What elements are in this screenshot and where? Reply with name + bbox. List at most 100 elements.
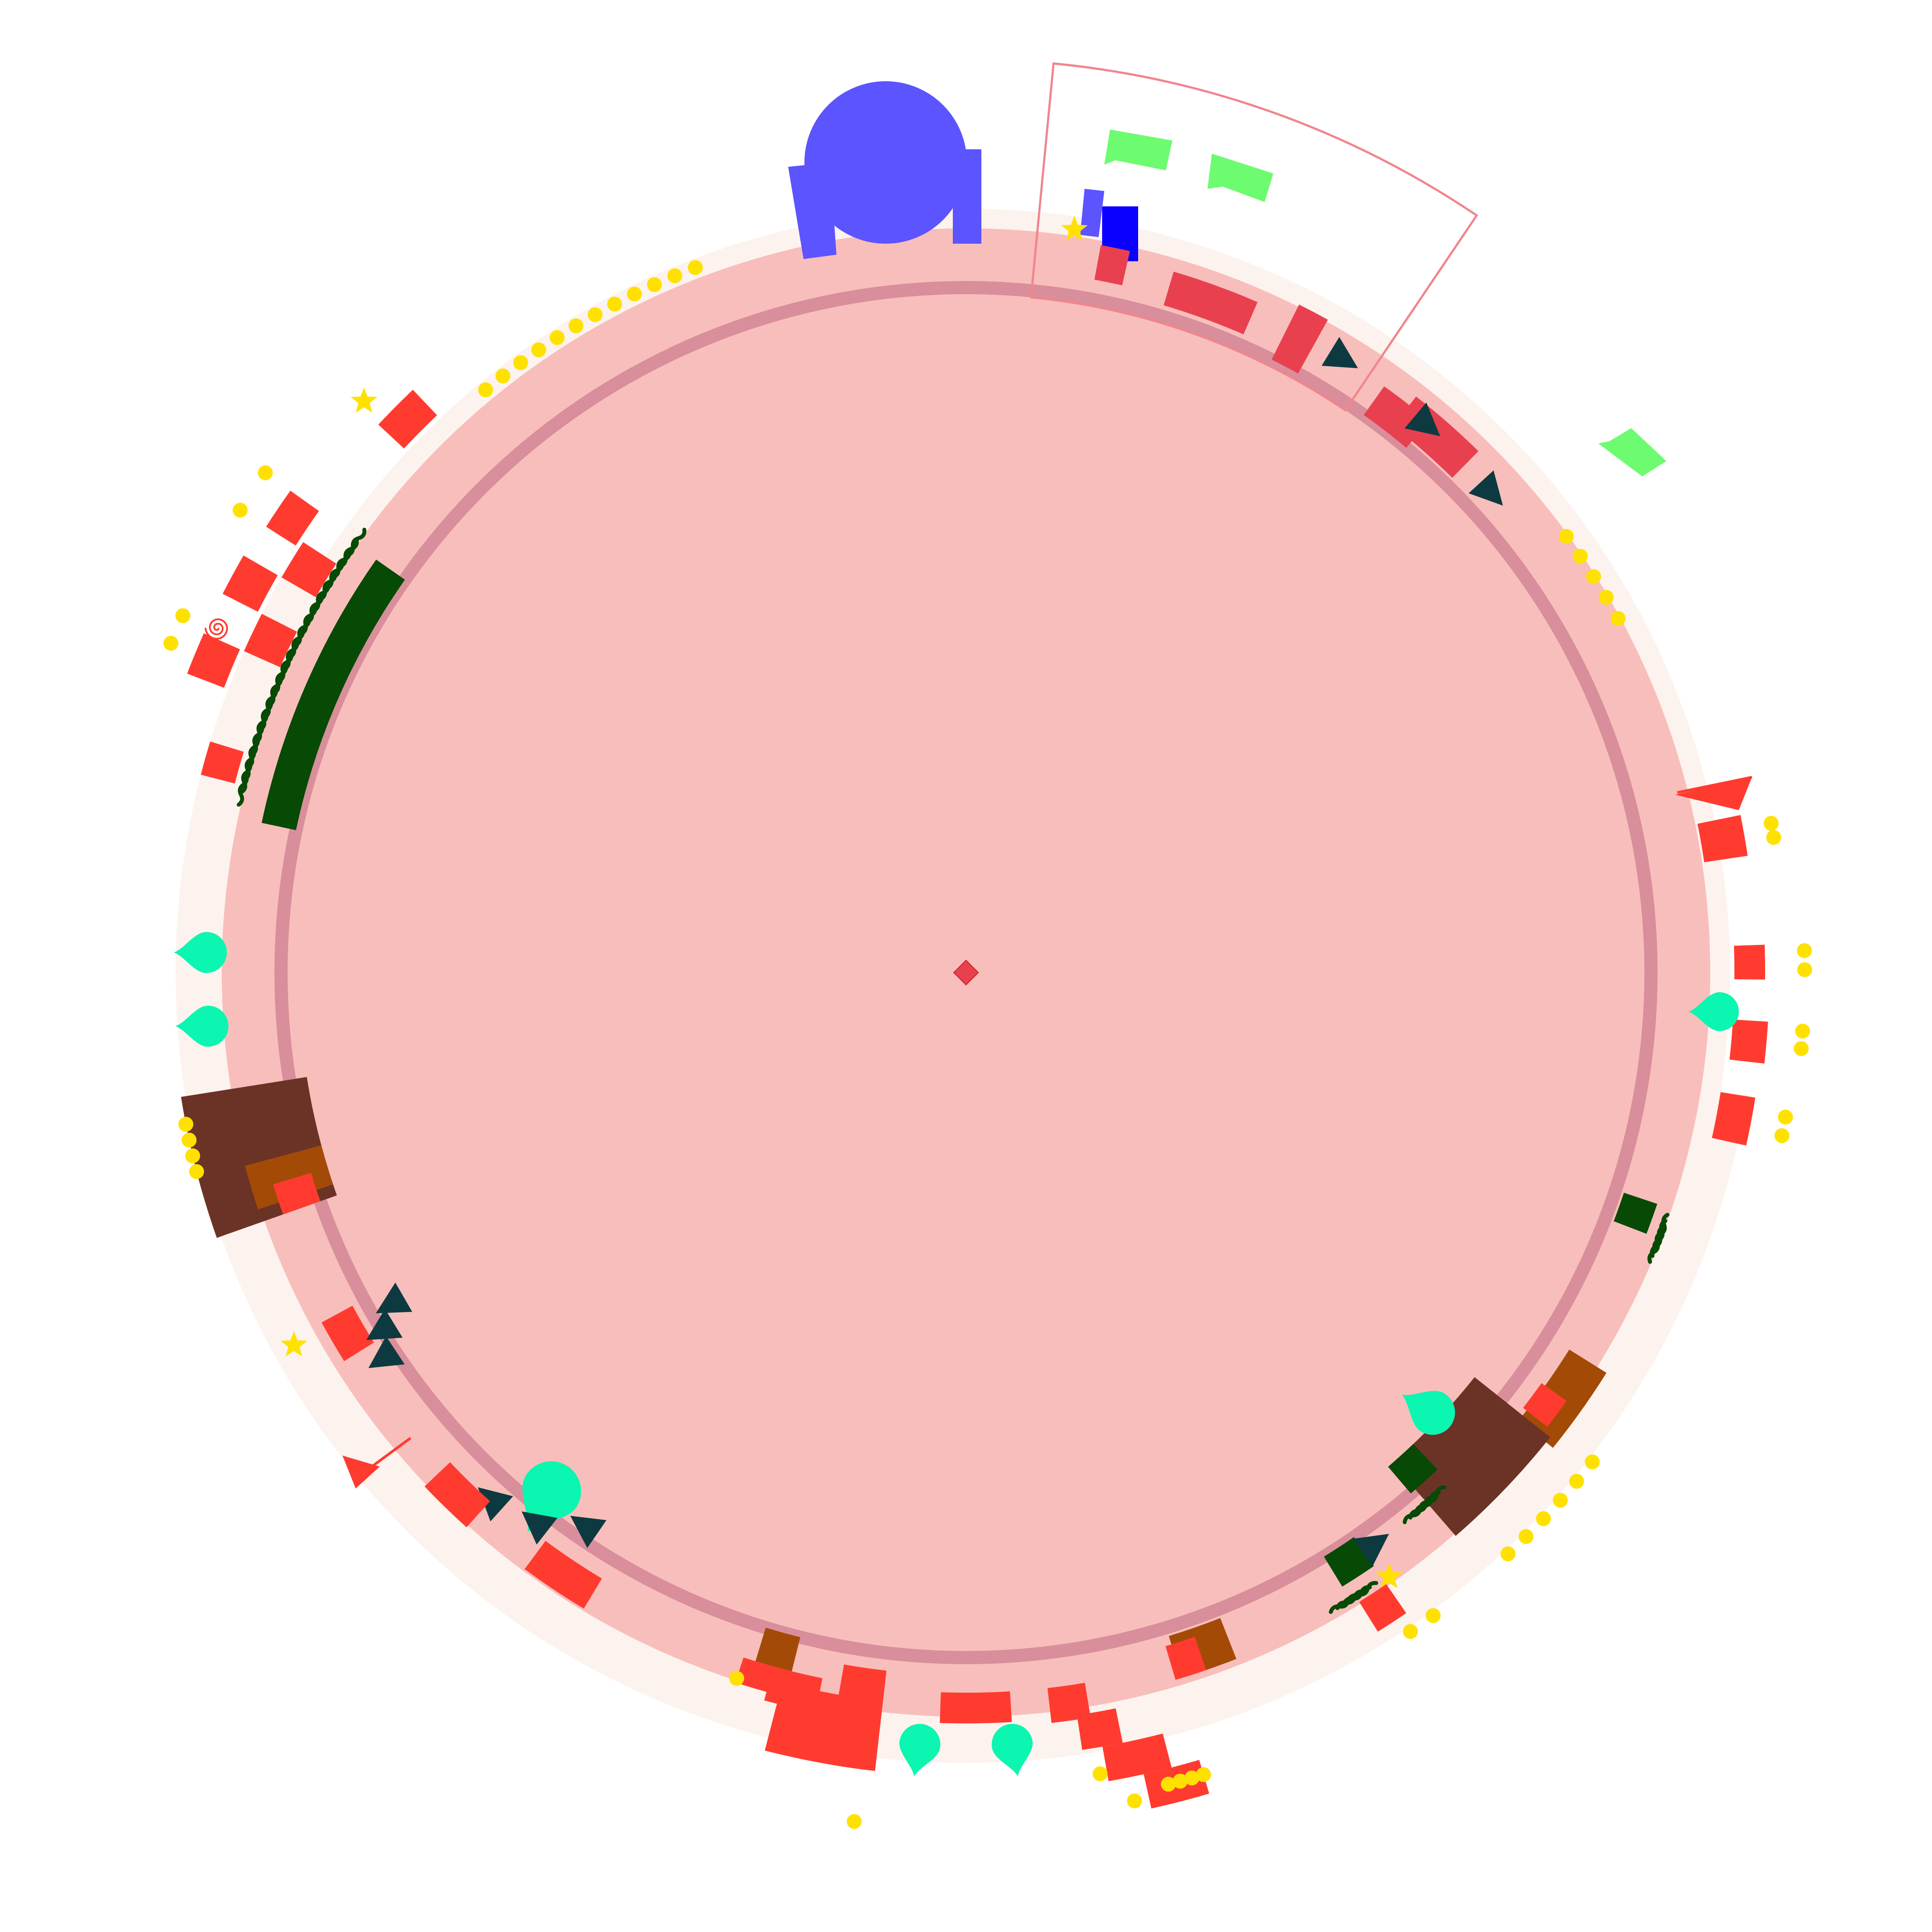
dot-marker-icon	[1611, 611, 1626, 626]
dot-marker-icon	[688, 260, 703, 275]
triangle-marker-icon-shape	[368, 1336, 405, 1368]
dot-marker-icon	[1569, 1474, 1584, 1489]
lock-glyph-leg-left	[788, 162, 836, 259]
dot-marker-icon	[1585, 1454, 1600, 1470]
center-diamond-icon	[953, 959, 979, 986]
teardrop-shape	[899, 1724, 941, 1777]
dot-marker-icon	[175, 608, 191, 624]
hair-strand	[1647, 1231, 1663, 1264]
wavy-hair-icon	[1402, 1485, 1446, 1525]
teardrop-icon	[1688, 992, 1739, 1031]
teardrop-icon	[1402, 1391, 1455, 1435]
wavy-hair-icon	[1647, 1213, 1669, 1264]
triangle-marker-icon-shape	[478, 1487, 513, 1521]
triangle-marker-icon	[366, 1308, 403, 1341]
dot-marker-icon	[1795, 1024, 1810, 1039]
dot-marker-icon	[1536, 1511, 1551, 1526]
dot-marker-icon	[1425, 1608, 1441, 1623]
triangle-marker-icon-shape	[375, 1282, 412, 1313]
red-pennant-shape	[1675, 777, 1752, 810]
red-arc-feature	[1729, 1019, 1768, 1064]
dot-marker-icon	[568, 318, 584, 334]
dot-marker-icon	[1797, 943, 1812, 959]
red-arc-feature	[1102, 1733, 1172, 1781]
triangle-marker-icon	[1468, 470, 1503, 506]
triangle-marker-icon	[570, 1516, 607, 1548]
triangle-marker-icon	[478, 1487, 513, 1521]
red-arc-feature	[1697, 815, 1748, 862]
dot-marker-icon	[531, 342, 546, 357]
hair-path	[345, 527, 367, 557]
hair-path	[1650, 1225, 1665, 1258]
teardrop-shape	[991, 1724, 1033, 1777]
triangle-marker-icon-shape	[1353, 1534, 1389, 1567]
dot-marker-icon	[478, 382, 493, 397]
dot-marker-icon	[1766, 830, 1781, 845]
hair-path	[1402, 1500, 1430, 1525]
dot-marker-icon	[1196, 1767, 1211, 1782]
star-icon	[280, 1331, 307, 1357]
star-icon	[1376, 1563, 1403, 1589]
dot-marker-icon	[847, 1814, 862, 1829]
dot-marker-icon	[588, 307, 603, 322]
dot-marker-icon	[1518, 1529, 1534, 1544]
teardrop-shape	[175, 1006, 229, 1047]
dot-marker-icon	[1599, 590, 1614, 605]
dot-marker-icon	[181, 1132, 197, 1148]
red-pennant-shape	[342, 1456, 380, 1489]
red-arc-feature	[273, 1173, 321, 1215]
red-arc-feature	[223, 555, 278, 612]
dot-marker-icon	[232, 502, 248, 518]
red-pennant-stick	[1677, 776, 1752, 794]
lock-glyph-leg-right	[953, 149, 981, 244]
lock-glyph-head	[804, 81, 967, 244]
red-arc-feature	[838, 1664, 887, 1706]
dot-marker-icon	[1172, 1773, 1188, 1789]
hairy-arc-feature	[1388, 1444, 1438, 1494]
triangle-marker-icon	[1321, 337, 1358, 368]
hair-strand	[1650, 1225, 1665, 1258]
dot-marker-icon	[163, 635, 179, 651]
hairy-arc-feature	[1614, 1193, 1658, 1234]
crimson-arc-feature	[1164, 271, 1258, 335]
red-arc-feature	[1359, 1584, 1406, 1632]
dot-marker-icon	[549, 330, 565, 345]
red-arc-feature	[524, 1541, 602, 1609]
dot-marker-icon	[607, 296, 622, 312]
dot-marker-icon	[1500, 1546, 1516, 1561]
triangle-marker-icon-shape	[1321, 337, 1358, 368]
hair-path	[1647, 1231, 1663, 1264]
dot-marker-icon	[1774, 1128, 1790, 1143]
hair-strand	[1329, 1593, 1359, 1614]
dot-marker-icon	[1763, 816, 1779, 831]
triangle-marker-icon-shape	[570, 1516, 607, 1548]
red-arc-feature	[1165, 1636, 1206, 1680]
dot-marker-icon	[647, 277, 662, 292]
highlight-region-outline	[1030, 62, 1478, 412]
wavy-hair-icon	[1329, 1581, 1378, 1614]
brown-arc-feature	[755, 1627, 800, 1672]
crimson-arc-feature	[1272, 304, 1328, 374]
teardrop-icon	[173, 932, 227, 973]
dot-marker-icon	[729, 1671, 744, 1686]
red-arc-feature	[1712, 1092, 1755, 1146]
hair-strand	[338, 538, 359, 568]
dot-marker-icon	[495, 368, 511, 384]
triangle-marker-icon-shape	[1468, 470, 1503, 506]
red-arc-feature	[764, 1666, 823, 1713]
spiral-icon	[204, 618, 228, 640]
hair-strand	[1408, 1495, 1435, 1520]
dot-marker-icon	[1573, 548, 1588, 564]
hair-path	[1652, 1219, 1668, 1252]
dot-marker-icon	[258, 465, 273, 480]
red-arc-feature	[187, 633, 240, 688]
hair-strand	[345, 527, 367, 557]
red-arc-feature	[321, 1305, 374, 1361]
teardrop-icon	[899, 1724, 941, 1777]
dot-marker-icon	[1586, 569, 1601, 584]
dot-marker-icon	[189, 1164, 204, 1179]
green-flag	[1598, 428, 1666, 476]
spiral-path	[204, 618, 228, 640]
teardrop-icon	[175, 1006, 229, 1047]
